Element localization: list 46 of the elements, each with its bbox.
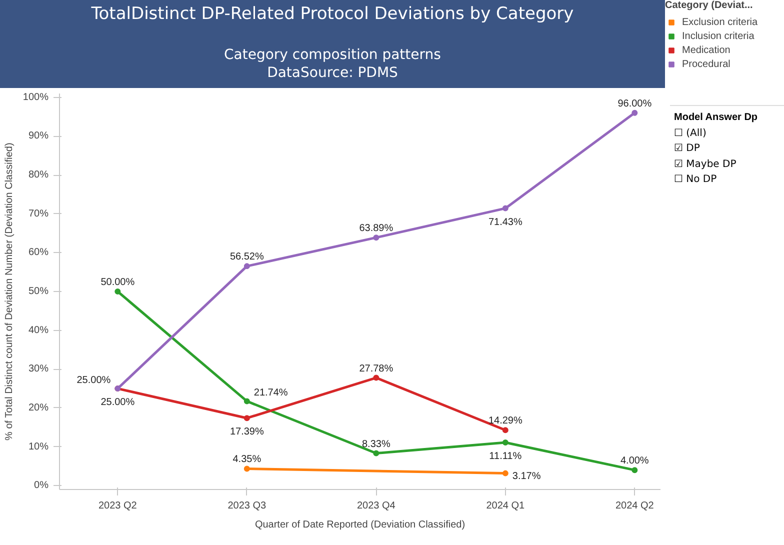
y-tick-label: 10% (28, 441, 49, 452)
data-label: 50.00% (100, 277, 135, 288)
chart-title: TotalDistinct DP-Related Protocol Deviations by Category (90, 4, 575, 26)
legend-label: Procedural (682, 58, 730, 70)
x-axis-title: Quarter of Date Reported (Deviation Classified) (254, 520, 466, 530)
data-label: 71.43% (488, 216, 522, 228)
text: ☑ Maybe DP (674, 158, 738, 172)
x-tick-label: 2023 Q3 (228, 500, 267, 512)
x-tick-label: 2023 Q2 (98, 500, 138, 512)
y-tick-label: 30% (28, 364, 49, 375)
data-label: 17.39% (230, 426, 264, 438)
y-tick-label: 60% (28, 247, 49, 258)
text: Model Answer Dp (674, 112, 758, 123)
data-label: 4.35% (232, 454, 262, 466)
data-label: 96.00% (618, 98, 652, 110)
y-tick-label: 70% (28, 208, 49, 220)
data-label: 11.11% (489, 450, 522, 462)
legend-label: Inclusion criteria (682, 30, 754, 42)
legend-label: Exclusion criteria (682, 16, 758, 28)
data-label: 25.00% (76, 375, 111, 386)
data-label: 56.52% (230, 252, 264, 263)
data-label: 14.29% (488, 416, 522, 427)
chart-subtitle: Category composition patterns DataSource: PDMS (223, 47, 442, 82)
y-axis-title: % of Total Distinct count of Deviation Number (Deviation Classified) (4, 142, 15, 440)
data-label: 25.00% (100, 397, 135, 408)
text: ☑ DP (674, 142, 701, 156)
data-label: 63.89% (359, 223, 394, 234)
y-tick-label: 80% (28, 170, 49, 181)
data-label: 21.74% (254, 388, 288, 399)
data-label: 3.17% (512, 470, 541, 482)
y-tick-label: 100% (22, 92, 49, 103)
y-tick-label: 90% (28, 130, 49, 142)
text: ☐ (All) (674, 126, 708, 140)
data-label: 8.33% (362, 438, 390, 450)
y-tick-label: 50% (28, 286, 49, 297)
data-label: 27.78% (359, 363, 394, 374)
y-tick-label: 0% (34, 480, 49, 492)
data-label: 4.00% (620, 456, 649, 467)
legend-label: Medication (682, 44, 730, 56)
legend-title: Category (Deviat... (665, 0, 754, 11)
x-tick-label: 2024 Q1 (486, 500, 526, 512)
x-tick-label: 2024 Q2 (615, 500, 654, 512)
y-tick-label: 40% (28, 324, 49, 336)
y-tick-label: 20% (28, 402, 49, 414)
text: ☐ No DP (674, 173, 718, 187)
x-tick-label: 2023 Q4 (356, 500, 396, 512)
